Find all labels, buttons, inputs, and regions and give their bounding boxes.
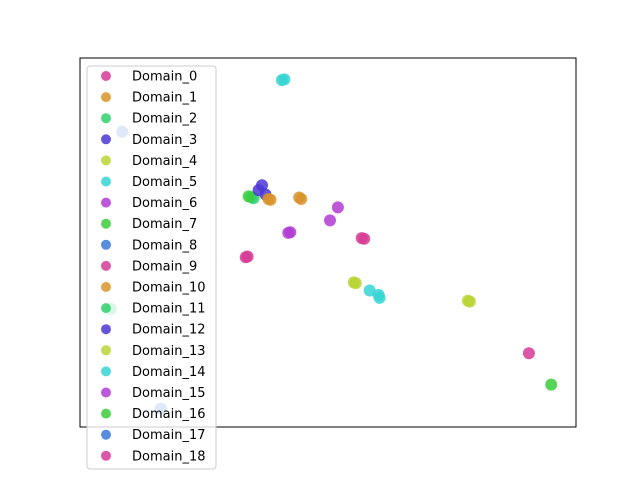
data-point-domain-4-1 — [349, 277, 362, 290]
legend-label-domain-4: Domain_4 — [132, 154, 197, 169]
data-point-domain-10-1 — [264, 193, 277, 206]
data-point-domain-1-1 — [295, 193, 308, 205]
legend-marker-domain-6 — [101, 197, 111, 208]
data-point-domain-18-1 — [241, 250, 254, 263]
legend-marker-domain-12 — [101, 324, 111, 335]
legend-marker-domain-9 — [101, 260, 111, 271]
legend-marker-domain-15 — [101, 387, 111, 398]
legend-label-domain-9: Domain_9 — [132, 259, 197, 274]
data-point-domain-7-0 — [545, 378, 558, 391]
legend-label-domain-11: Domain_11 — [132, 302, 206, 317]
legend-label-domain-8: Domain_8 — [132, 238, 197, 253]
legend-marker-domain-1 — [101, 92, 111, 103]
legend-marker-domain-14 — [101, 366, 111, 377]
data-point-domain-15-1 — [282, 226, 295, 239]
legend-marker-domain-4 — [101, 155, 111, 166]
legend-label-domain-2: Domain_2 — [132, 112, 197, 127]
legend-marker-domain-13 — [101, 345, 111, 356]
legend-label-domain-6: Domain_6 — [132, 196, 197, 211]
legend-label-domain-13: Domain_13 — [132, 344, 206, 359]
data-point-domain-12-0 — [256, 179, 268, 192]
legend-label-domain-5: Domain_5 — [132, 175, 197, 190]
legend-label-domain-14: Domain_14 — [132, 365, 206, 380]
data-point-domain-0-1 — [355, 232, 368, 245]
legend-label-domain-12: Domain_12 — [132, 323, 206, 338]
legend: Domain_0 Domain_1 Domain_2 Domain_3 Domain_4… — [86, 65, 217, 470]
data-point-domain-16-0 — [242, 190, 255, 203]
legend-marker-domain-17 — [101, 429, 111, 440]
legend-label-domain-18: Domain_18 — [132, 449, 206, 464]
legend-marker-domain-16 — [101, 408, 111, 419]
legend-label-domain-3: Domain_3 — [132, 133, 197, 148]
data-point-domain-13-1 — [461, 294, 474, 307]
legend-marker-domain-2 — [101, 113, 111, 124]
legend-label-domain-17: Domain_17 — [132, 428, 206, 443]
legend-marker-domain-0 — [101, 71, 111, 81]
legend-marker-domain-3 — [101, 134, 111, 145]
legend-label-domain-0: Domain_0 — [132, 70, 197, 85]
data-point-domain-6-0 — [331, 201, 344, 214]
data-point-domain-14-2 — [372, 288, 385, 301]
legend-label-domain-15: Domain_15 — [132, 386, 206, 401]
legend-marker-domain-10 — [101, 282, 111, 292]
data-point-domain-15-2 — [324, 214, 336, 227]
data-point-domain-5-1 — [278, 73, 291, 86]
legend-marker-domain-5 — [101, 176, 111, 187]
legend-label-domain-10: Domain_10 — [132, 281, 206, 296]
legend-marker-domain-7 — [101, 218, 111, 229]
legend-marker-domain-8 — [101, 239, 111, 250]
legend-frame — [86, 65, 217, 470]
data-point-domain-9-0 — [522, 347, 535, 360]
legend-label-domain-7: Domain_7 — [132, 217, 197, 232]
data-point-domain-14-0 — [363, 284, 376, 297]
legend-label-domain-16: Domain_16 — [132, 407, 206, 422]
legend-marker-domain-11 — [101, 303, 111, 314]
legend-marker-domain-18 — [101, 450, 111, 461]
legend-label-domain-1: Domain_1 — [132, 91, 197, 106]
